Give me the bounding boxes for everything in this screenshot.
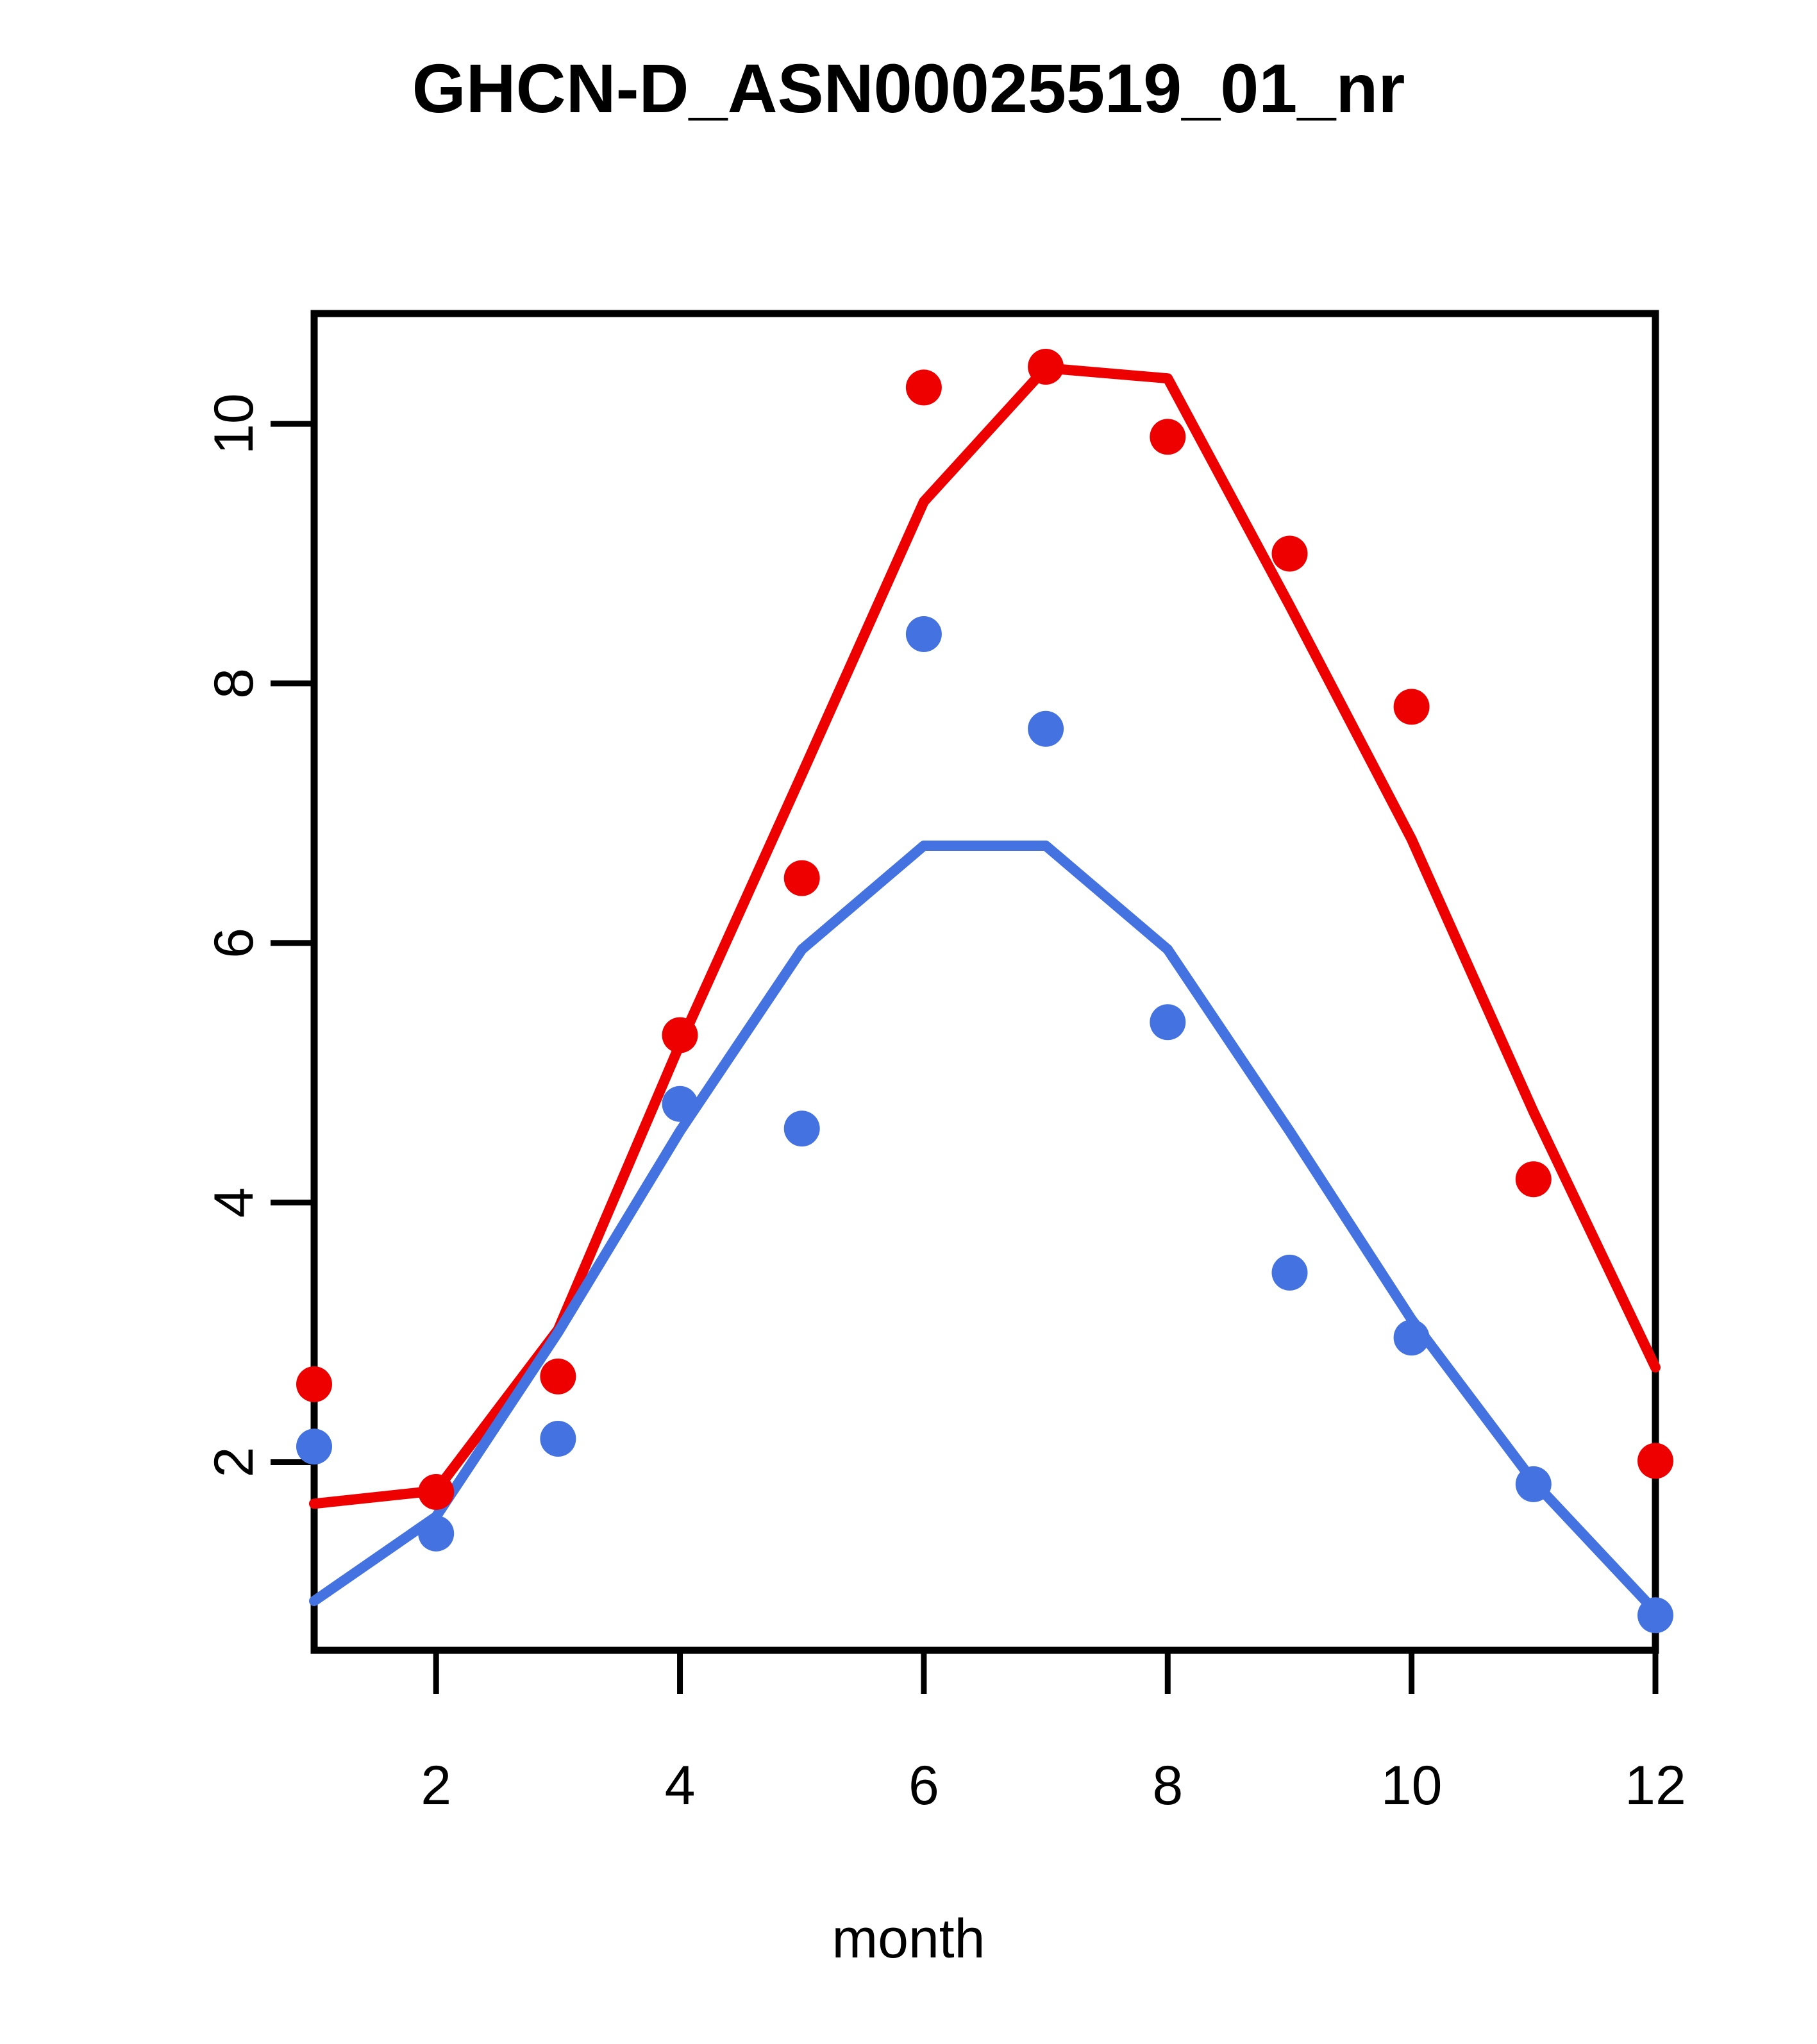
page-title: GHCN-D_ASN00025519_01_nr <box>412 49 1405 127</box>
x-tick-label: 4 <box>665 1755 696 1816</box>
data-point <box>1028 349 1064 385</box>
data-point <box>1637 1597 1673 1634</box>
x-tick-label: 8 <box>1152 1755 1183 1816</box>
y-tick-label: 8 <box>203 668 265 699</box>
x-axis-label: month <box>832 1908 985 1970</box>
data-point <box>1637 1443 1673 1479</box>
data-point <box>662 1085 698 1122</box>
plot-border <box>310 310 1659 1654</box>
data-point <box>540 1358 576 1395</box>
data-point <box>905 616 942 652</box>
data-point <box>296 1428 332 1465</box>
data-point <box>296 1366 332 1402</box>
x-axis-ticks <box>433 1650 1659 1694</box>
data-point <box>1150 1004 1186 1041</box>
data-point <box>1028 710 1064 747</box>
data-point <box>1271 535 1308 572</box>
y-tick-label: 4 <box>203 1187 265 1218</box>
data-point <box>1393 1319 1430 1356</box>
series-line-blue-line <box>309 841 1661 1617</box>
series-lines <box>309 363 1661 1617</box>
x-axis-tick-labels: 2 4 6 8 10 12 <box>421 1755 1686 1816</box>
plot-box <box>310 310 1659 1654</box>
y-axis-ticks <box>271 421 314 1465</box>
y-axis-tick-labels: 2 4 6 8 10 <box>203 393 265 1477</box>
data-point <box>1515 1466 1552 1502</box>
x-tick-label: 10 <box>1381 1755 1443 1816</box>
x-tick-label: 2 <box>421 1755 451 1816</box>
data-point <box>905 369 942 406</box>
data-point <box>418 1515 455 1552</box>
data-point <box>783 860 820 896</box>
data-point <box>783 1110 820 1147</box>
data-point <box>1515 1161 1552 1198</box>
data-point <box>540 1421 576 1457</box>
data-point <box>418 1474 455 1510</box>
data-point <box>662 1017 698 1053</box>
x-tick-label: 12 <box>1625 1755 1686 1816</box>
y-tick-label: 10 <box>203 393 265 455</box>
series-points <box>296 349 1673 1634</box>
data-point <box>1393 689 1430 725</box>
y-tick-label: 2 <box>203 1447 265 1478</box>
data-point <box>1150 419 1186 455</box>
x-tick-label: 6 <box>908 1755 939 1816</box>
data-point <box>1271 1254 1308 1291</box>
y-tick-label: 6 <box>203 928 265 959</box>
series-line-red-line <box>309 363 1661 1509</box>
